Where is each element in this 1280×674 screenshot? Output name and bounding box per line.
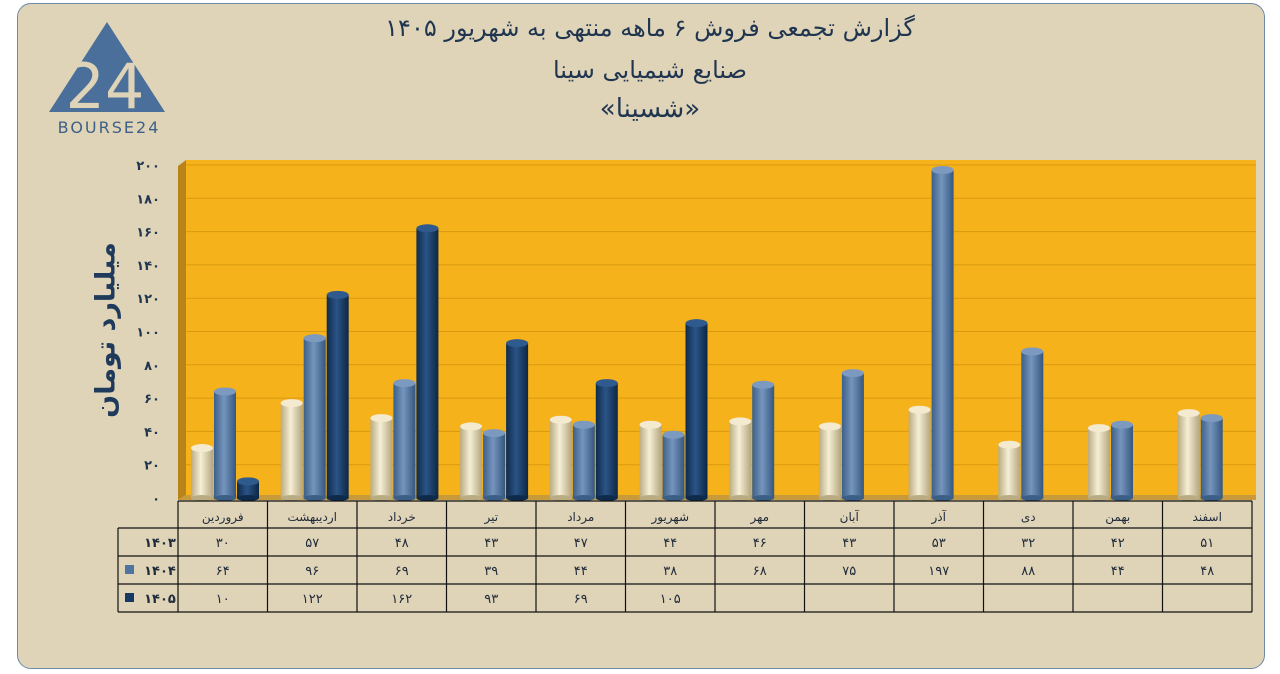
plot-floor [178, 495, 1256, 500]
y-tick-label: ۱۰۰ [136, 326, 160, 341]
x-tick-label: آذر [931, 509, 947, 525]
x-tick-label: بهمن [1105, 510, 1130, 525]
data-label: ۶۴ [216, 564, 230, 579]
bar [303, 334, 326, 501]
bar [416, 224, 439, 501]
x-tick-label: فروردین [202, 510, 244, 525]
data-label: ۳۸ [663, 564, 677, 579]
bar [908, 405, 931, 501]
data-label: ۱۶۲ [391, 592, 412, 607]
data-label: ۹۳ [484, 592, 498, 607]
bar [214, 387, 236, 501]
y-tick-label: ۸۰ [144, 359, 160, 374]
y-tick-label: ۴۰ [144, 425, 160, 440]
bar [506, 339, 529, 501]
data-label: ۱۰۵ [660, 592, 681, 607]
bar [998, 440, 1021, 501]
chart-subtitle-symbol: «شسینا» [599, 94, 701, 124]
data-label: ۴۴ [663, 536, 677, 551]
bar [752, 380, 775, 501]
x-tick-label: شهریور [650, 510, 689, 525]
x-tick-label: مرداد [567, 510, 594, 525]
x-tick-label: اسفند [1193, 510, 1222, 524]
data-label: ۶۹ [574, 592, 588, 607]
x-tick-label: مهر [749, 510, 769, 525]
bar [1111, 420, 1133, 501]
y-tick-label: ۱۲۰ [136, 292, 160, 307]
y-tick-label: ۶۰ [144, 392, 160, 407]
data-label: ۵۱ [1200, 536, 1214, 551]
data-label: ۴۸ [1200, 564, 1214, 579]
bar [1088, 424, 1110, 501]
data-label: ۹۶ [305, 564, 319, 579]
bar [1177, 409, 1200, 501]
data-label: ۴۳ [842, 536, 856, 551]
chart-title: گزارش تجمعی فروش ۶ ماهه منتهی به شهریور … [385, 14, 915, 42]
bourse24-logo-icon: 24 [49, 22, 165, 123]
bar [460, 422, 483, 501]
data-label: ۴۲ [1111, 536, 1125, 551]
data-label: ۸۸ [1021, 564, 1035, 579]
legend-swatch [125, 593, 134, 602]
bar [685, 319, 708, 501]
bar [572, 420, 595, 501]
data-label: ۶۹ [395, 564, 409, 579]
data-label: ۴۶ [753, 536, 767, 551]
bar [1021, 347, 1044, 501]
data-label: ۱۹۷ [928, 564, 949, 579]
data-label: ۱۲۲ [302, 592, 323, 607]
data-label: ۳۰ [216, 536, 230, 551]
bar [326, 290, 349, 501]
bar [483, 429, 506, 501]
bar [662, 430, 685, 501]
data-label: ۶۸ [753, 564, 767, 579]
bar [729, 417, 752, 501]
logo-text: BOURSE24 [57, 118, 161, 137]
bar [639, 420, 662, 501]
bar [931, 165, 954, 501]
data-label: ۴۳ [484, 536, 498, 551]
bar [237, 477, 259, 501]
y-tick-label: ۰ [152, 492, 160, 507]
plot-area [186, 160, 1256, 495]
x-tick-label: تیر [483, 510, 498, 525]
plot-area-side [178, 160, 186, 500]
x-tick-label: اردیبهشت [288, 510, 337, 525]
x-tick-label: دی [1021, 510, 1036, 524]
y-tick-label: ۲۰۰ [136, 159, 160, 174]
bar [841, 369, 864, 501]
bar [370, 414, 393, 501]
data-label: ۴۴ [574, 564, 588, 579]
x-tick-label: خرداد [388, 510, 416, 525]
y-tick-label: ۱۶۰ [136, 226, 160, 241]
legend-label: ۱۴۰۵ [144, 592, 176, 607]
bar [1200, 414, 1223, 501]
data-label: ۴۷ [574, 536, 588, 551]
chart-subtitle-company: صنایع شیمیایی سینا [552, 56, 747, 84]
data-label: ۴۸ [395, 536, 409, 551]
y-tick-label: ۱۴۰ [136, 259, 160, 274]
legend-swatch [125, 565, 134, 574]
data-label: ۷۵ [842, 564, 856, 579]
bar [191, 444, 213, 501]
bar [818, 422, 841, 501]
data-label: ۳۹ [484, 564, 498, 579]
bar [393, 379, 416, 501]
data-label: ۴۴ [1111, 564, 1125, 579]
data-label: ۵۷ [305, 536, 319, 551]
logo-mark: 24 [66, 50, 145, 123]
bar [595, 379, 618, 501]
bar [280, 399, 303, 501]
legend-label: ۱۴۰۳ [144, 536, 176, 551]
data-label: ۱۰ [216, 592, 230, 607]
data-label: ۵۳ [932, 536, 946, 551]
y-tick-label: ۱۸۰ [136, 192, 160, 207]
data-label: ۳۲ [1021, 536, 1035, 551]
legend-label: ۱۴۰۴ [144, 564, 176, 579]
x-tick-label: آبان [840, 509, 860, 524]
y-tick-label: ۲۰ [144, 459, 160, 474]
bar [549, 415, 572, 501]
